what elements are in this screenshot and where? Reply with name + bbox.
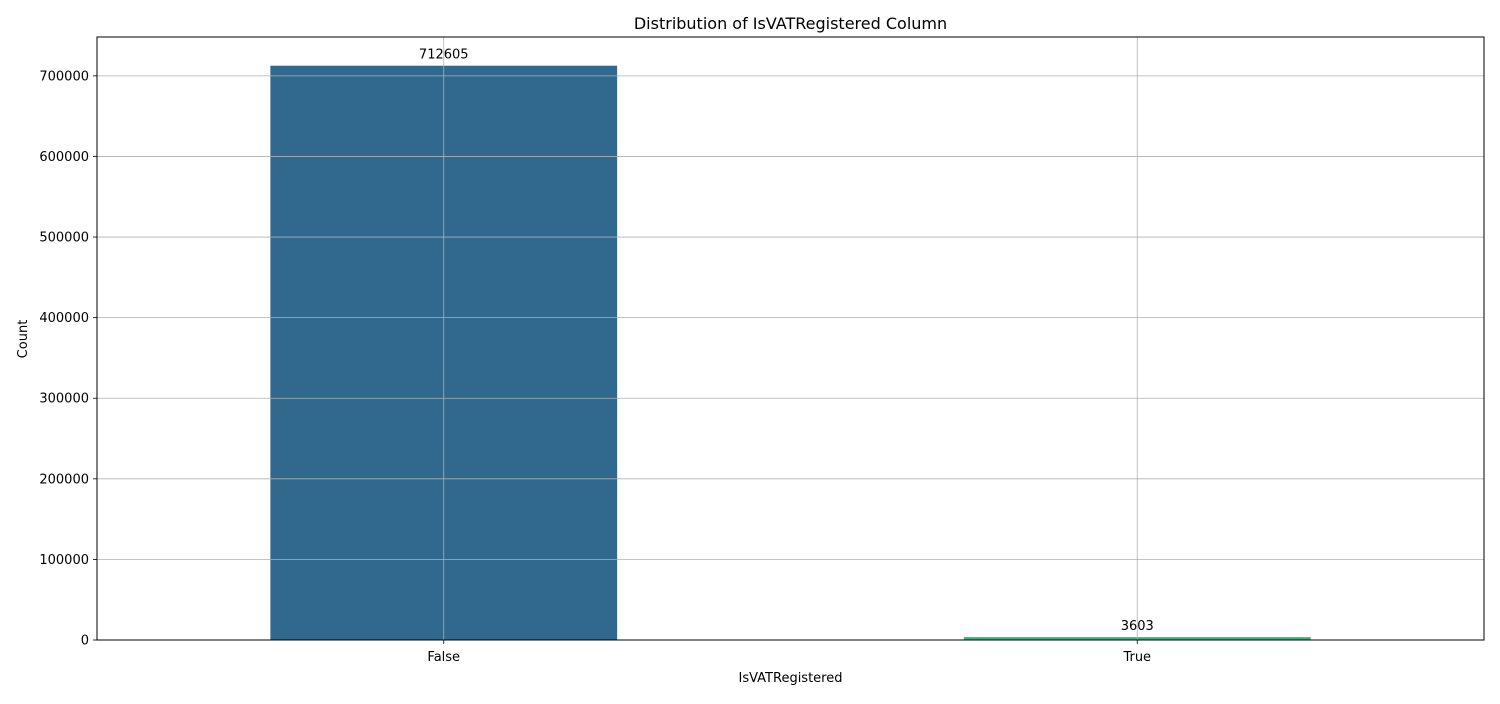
y-tick-label: 100000 bbox=[39, 553, 89, 568]
y-tick-label: 500000 bbox=[39, 231, 89, 246]
y-tick-label: 400000 bbox=[39, 311, 89, 326]
x-tick-label: True bbox=[1122, 650, 1151, 665]
y-tick-label: 300000 bbox=[39, 392, 89, 407]
plot-frame bbox=[96, 36, 1485, 641]
data-labels: 712605 3603 bbox=[419, 48, 1154, 634]
y-tick-label: 200000 bbox=[39, 472, 89, 487]
chart-title: Distribution of IsVATRegistered Column bbox=[634, 14, 947, 33]
x-axis-label: IsVATRegistered bbox=[739, 671, 843, 686]
data-label: 712605 bbox=[419, 48, 469, 63]
data-label: 3603 bbox=[1121, 619, 1154, 634]
y-tick-label: 0 bbox=[81, 634, 89, 649]
y-tick-label: 700000 bbox=[39, 69, 89, 84]
y-tick-label: 600000 bbox=[39, 150, 89, 165]
bars bbox=[270, 65, 1311, 640]
y-axis-label: Count bbox=[16, 320, 31, 359]
x-tick-label: False bbox=[427, 650, 460, 665]
axes: 0 100000 200000 300000 400000 500000 600000 700… bbox=[39, 69, 1151, 665]
grid-lines bbox=[97, 37, 1484, 640]
